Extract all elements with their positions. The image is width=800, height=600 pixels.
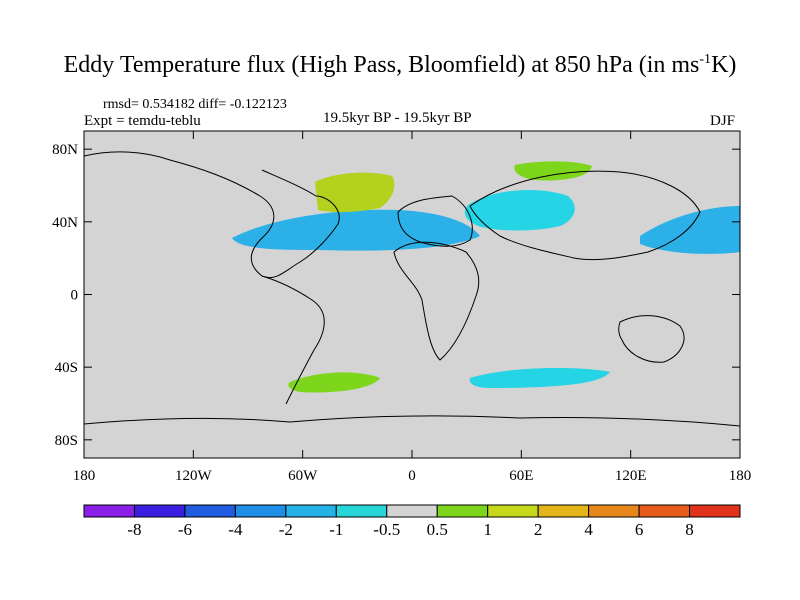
expt-text: Expt = temdu-teblu xyxy=(84,113,201,129)
southern-ocean-positive xyxy=(288,372,380,393)
colorbar-box xyxy=(588,504,640,518)
lon-label: 120E xyxy=(615,468,647,484)
colorbar-box xyxy=(386,504,438,518)
europe-outline xyxy=(397,195,473,247)
colorbar xyxy=(83,504,741,518)
lat-label: 40N xyxy=(52,215,78,231)
north-pacific-negative xyxy=(640,206,740,254)
south-america-outline xyxy=(261,275,325,405)
period-text: 19.5kyr BP - 19.5kyr BP xyxy=(323,110,472,126)
lat-label: 0 xyxy=(71,288,79,304)
colorbar-box xyxy=(689,504,741,518)
colorbar-label: 1 xyxy=(483,520,492,539)
latitude-labels: 80N 40N 0 40S 80S xyxy=(52,142,78,449)
colorbar-label: 8 xyxy=(685,520,694,539)
north-atlantic-negative xyxy=(232,209,480,251)
lon-label: 180 xyxy=(73,468,96,484)
lon-label: 180 xyxy=(729,468,752,484)
colorbar-box xyxy=(285,504,337,518)
colorbar-label: -4 xyxy=(228,520,243,539)
colorbar-label: -2 xyxy=(278,520,293,539)
longitude-labels: 180 120W 60W 0 60E 120E 180 xyxy=(73,468,752,484)
lon-label: 60E xyxy=(509,468,533,484)
lon-label: 0 xyxy=(408,468,416,484)
asia-outline xyxy=(469,170,701,261)
australia-outline xyxy=(618,315,685,363)
axis-ticks xyxy=(83,131,741,458)
north-atlantic-positive xyxy=(315,172,395,213)
colorbar-label: 2 xyxy=(533,520,543,539)
coastlines xyxy=(84,151,740,427)
colorbar-label: 4 xyxy=(584,520,593,539)
arctic-positive xyxy=(514,161,592,181)
lon-label: 60W xyxy=(288,468,318,484)
colorbar-label: -6 xyxy=(177,520,193,539)
colorbar-box xyxy=(335,504,388,518)
colorbar-box xyxy=(133,504,186,518)
colorbar-box xyxy=(487,504,539,518)
colorbar-box xyxy=(537,504,590,518)
north-america-outline xyxy=(84,151,340,278)
anomaly-fields xyxy=(232,161,740,393)
colorbar-box xyxy=(184,504,236,518)
season-text: DJF xyxy=(710,113,736,129)
colorbar-label: -0.5 xyxy=(373,520,401,539)
plot-title: Eddy Temperature flux (High Pass, Bloomf… xyxy=(63,52,737,78)
lon-label: 120W xyxy=(175,468,213,484)
asia-negative xyxy=(464,189,575,231)
stats-text: rmsd= 0.534182 diff= -0.122123 xyxy=(103,97,287,112)
colorbar-box xyxy=(436,504,489,518)
lat-label: 40S xyxy=(55,360,78,376)
colorbar-label: -1 xyxy=(329,520,344,539)
colorbar-box xyxy=(638,504,691,518)
colorbar-box xyxy=(234,504,287,518)
antarctica-outline xyxy=(84,415,740,427)
southern-ocean-negative xyxy=(469,368,610,388)
lat-label: 80S xyxy=(55,433,78,449)
lat-label: 80N xyxy=(52,142,78,158)
africa-outline xyxy=(393,241,480,361)
map-background xyxy=(84,131,740,458)
colorbar-label: 0.5 xyxy=(426,520,448,539)
colorbar-label: 6 xyxy=(634,520,644,539)
colorbar-label: -8 xyxy=(127,520,142,539)
colorbar-box xyxy=(83,504,135,518)
